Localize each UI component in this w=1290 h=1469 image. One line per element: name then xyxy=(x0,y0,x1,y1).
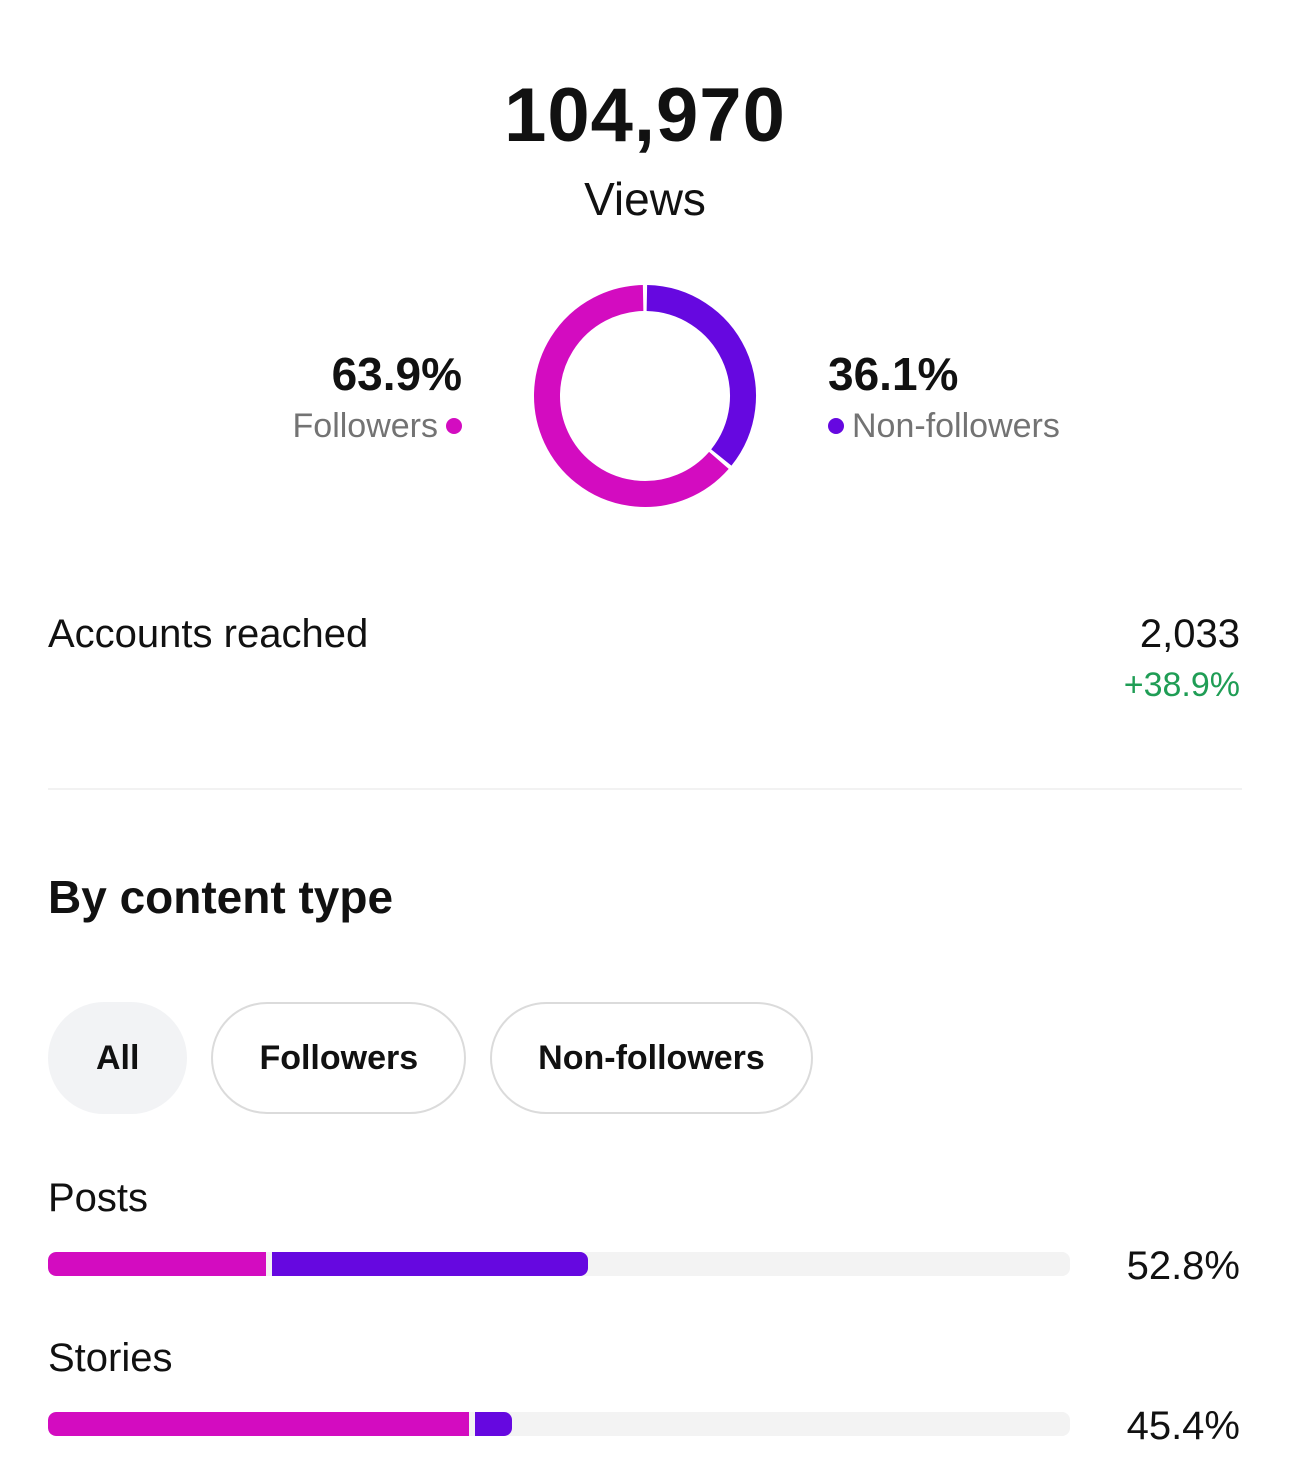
posts-bar xyxy=(48,1252,1070,1276)
stories-label: Stories xyxy=(48,1336,173,1380)
stories-value: 45.4% xyxy=(1126,1404,1240,1448)
posts-value: 52.8% xyxy=(1126,1244,1240,1288)
donut-non-followers-slice xyxy=(646,285,756,466)
views-label: Views xyxy=(584,173,706,225)
views-donut-chart xyxy=(534,285,756,507)
followers-legend-label: Followers xyxy=(292,407,438,445)
filter-chip-non-followers[interactable]: Non-followers xyxy=(490,1002,813,1114)
section-title: By content type xyxy=(48,871,394,923)
followers-legend: 63.9% Followers xyxy=(293,344,462,448)
views-total: 104,970 xyxy=(504,73,786,158)
non-followers-legend-label: Non-followers xyxy=(852,407,1060,445)
non-followers-legend: 36.1% Non-followers xyxy=(828,344,1060,448)
accounts-reached-label: Accounts reached xyxy=(48,612,369,656)
posts-non-followers-segment xyxy=(271,1252,588,1276)
non-followers-percent: 36.1% xyxy=(828,348,959,400)
followers-dot-icon xyxy=(446,418,462,434)
audience-filter-chips: All Followers Non-followers xyxy=(48,1002,813,1114)
posts-label: Posts xyxy=(48,1176,149,1220)
accounts-reached-change: +38.9% xyxy=(1123,666,1240,704)
stories-non-followers-segment xyxy=(475,1412,512,1436)
filter-chip-all[interactable]: All xyxy=(48,1002,188,1114)
filter-chip-followers[interactable]: Followers xyxy=(211,1002,467,1114)
posts-followers-segment xyxy=(48,1252,266,1276)
donut-followers-slice xyxy=(534,285,729,507)
stories-followers-segment xyxy=(48,1412,470,1436)
followers-percent: 63.9% xyxy=(331,348,462,400)
divider xyxy=(48,788,1242,790)
stories-bar xyxy=(48,1412,1070,1436)
accounts-reached-value: 2,033 xyxy=(1139,612,1240,656)
non-followers-dot-icon xyxy=(828,418,844,434)
